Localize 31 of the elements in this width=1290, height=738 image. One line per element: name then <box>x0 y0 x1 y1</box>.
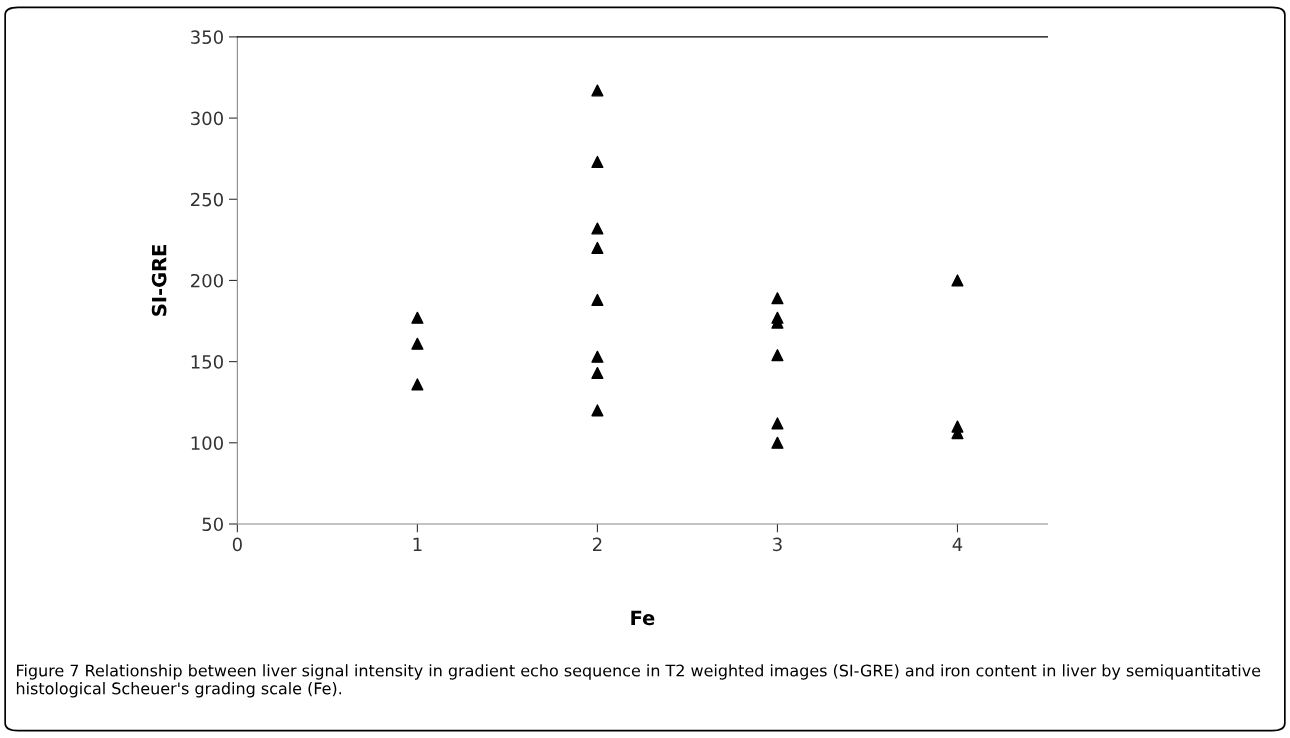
point <box>591 241 604 255</box>
point <box>591 84 604 97</box>
y-tick-label: 300 <box>191 111 223 126</box>
y-axis-title: SI-GRE <box>151 245 167 316</box>
y-tick-label: 350 <box>191 30 223 45</box>
point <box>591 350 604 363</box>
y-tick-label: 50 <box>202 517 223 532</box>
point <box>591 222 604 235</box>
point <box>771 417 784 430</box>
point <box>411 311 424 324</box>
point <box>951 274 964 287</box>
x-tick-label: 0 <box>232 537 242 552</box>
point <box>591 366 604 380</box>
point <box>771 349 784 362</box>
point <box>411 337 424 350</box>
point <box>771 436 784 449</box>
point <box>591 404 604 417</box>
y-tick-label: 150 <box>191 355 223 369</box>
x-tick-label: 4 <box>952 537 963 551</box>
point <box>411 378 424 391</box>
point <box>771 292 784 305</box>
y-tick-label: 200 <box>191 273 223 288</box>
y-tick-label: 250 <box>191 192 223 207</box>
x-tick-label: 3 <box>773 537 782 552</box>
point <box>591 293 604 306</box>
point <box>591 155 604 168</box>
x-axis-title: Fe <box>631 610 655 626</box>
caption: Figure 7 Relationship between liver signal intensity in gradient echo sequence in T2 weighted images (SI-GRE) and iron content in liver by semiquantitative histological Scheuer's grading scale (Fe). <box>16 664 1261 698</box>
x-tick-label: 2 <box>592 537 602 551</box>
y-tick-label: 100 <box>191 436 223 450</box>
x-tick-label: 1 <box>413 537 422 551</box>
